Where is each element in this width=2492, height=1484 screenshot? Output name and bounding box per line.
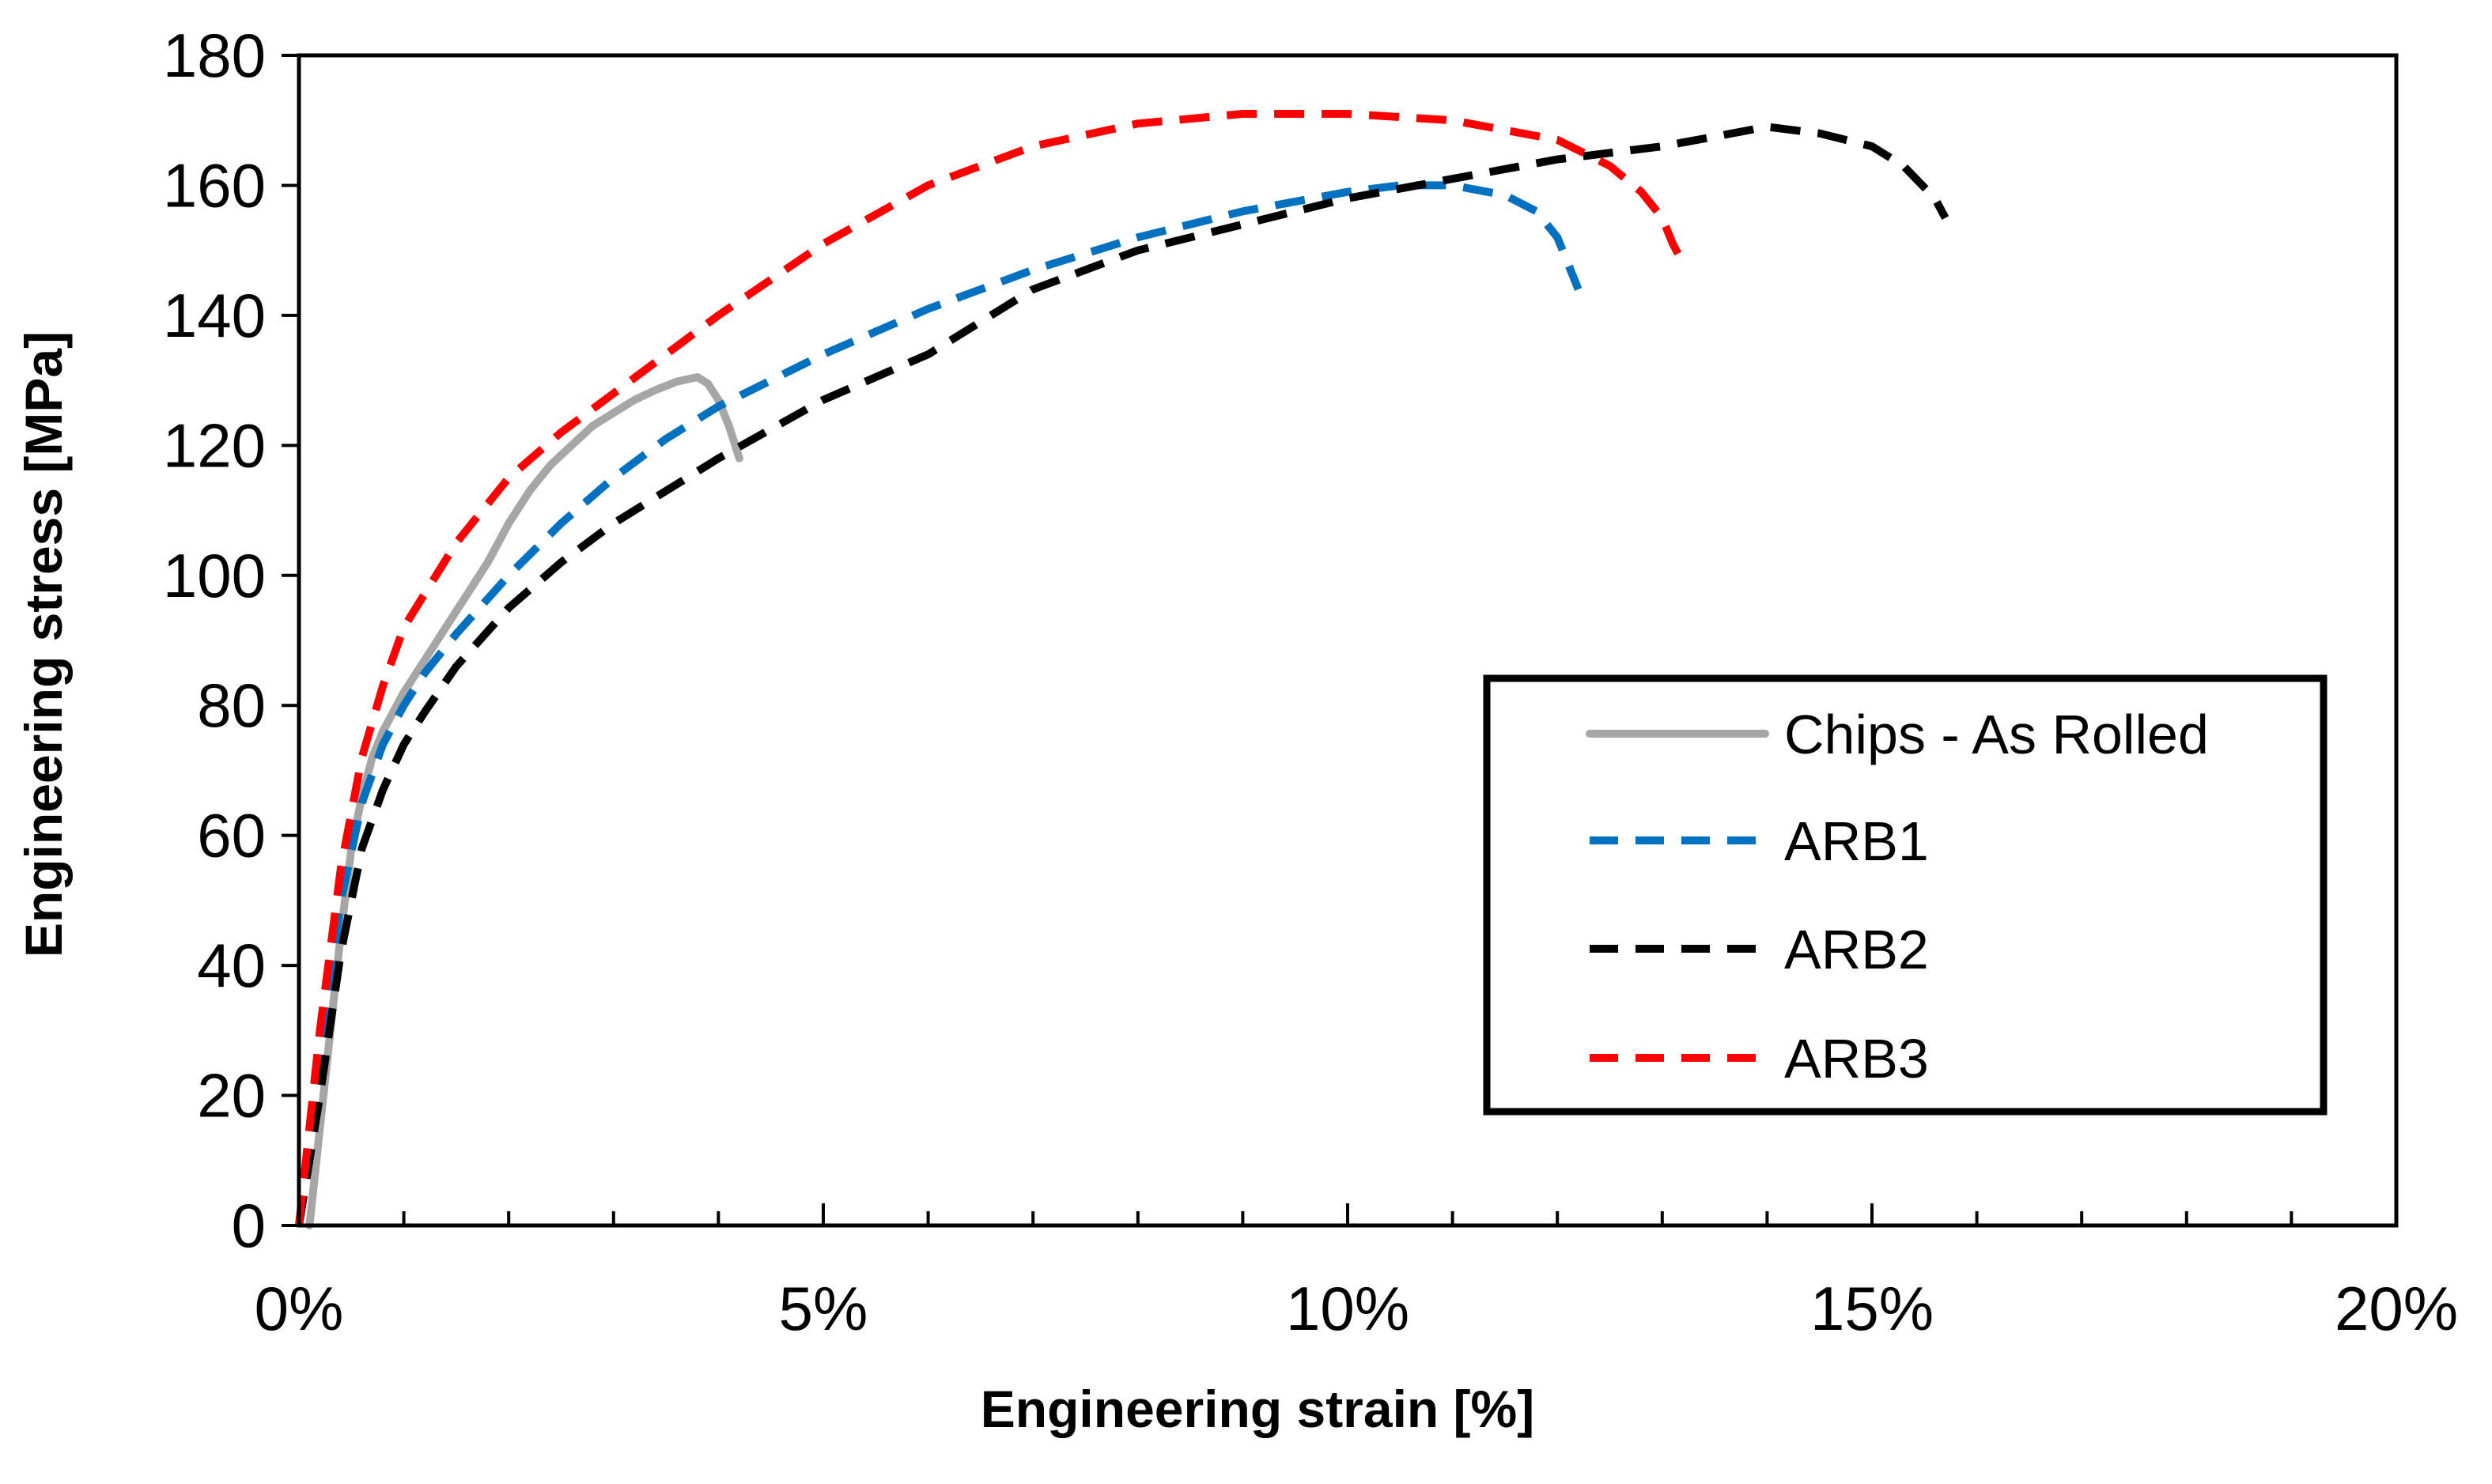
x-tick-label: 20%: [2335, 1274, 2458, 1343]
legend-label-arb3: ARB3: [1784, 1028, 1929, 1089]
y-tick-label: 0: [232, 1191, 266, 1260]
y-tick-label: 100: [163, 541, 266, 610]
y-tick-label: 20: [197, 1061, 266, 1131]
y-tick-label: 40: [197, 931, 266, 1000]
y-tick-label: 60: [197, 801, 266, 870]
series-line-arb3: [295, 110, 1687, 1226]
y-tick-label: 120: [163, 410, 266, 480]
x-tick-label: 10%: [1286, 1274, 1409, 1343]
legend: Chips - As Rolled ARB1 ARB2 ARB3: [1483, 674, 2328, 1116]
y-tick-label: 140: [163, 281, 266, 350]
series-line-chips-as-rolled: [305, 373, 743, 1229]
legend-box: [1483, 674, 2328, 1116]
x-tick-label: 0%: [255, 1274, 344, 1343]
y-tick-label: 180: [163, 21, 266, 90]
y-axis-ticks: [282, 54, 299, 1227]
x-axis-title: Engineering strain [%]: [981, 1380, 1534, 1438]
y-tick-labels: 0 20 40 60 80 100 120 140 160 180: [163, 21, 266, 1260]
x-tick-label: 15%: [1810, 1274, 1934, 1343]
x-tick-labels: 0% 5% 10% 15% 20%: [255, 1274, 2458, 1343]
legend-label-arb2: ARB2: [1784, 919, 1929, 980]
legend-label-arb1: ARB1: [1784, 810, 1929, 872]
y-tick-label: 80: [197, 670, 266, 740]
y-tick-label: 160: [163, 150, 266, 220]
legend-label-chips-as-rolled: Chips - As Rolled: [1784, 704, 2209, 765]
series-curves: [295, 110, 1949, 1229]
x-tick-label: 5%: [779, 1274, 868, 1343]
x-axis-ticks: [297, 1203, 2398, 1225]
series-line-arb2: [295, 123, 1949, 1226]
series-line-arb1: [295, 181, 1583, 1226]
y-axis-title: Engineering stress [MPa]: [14, 331, 73, 957]
